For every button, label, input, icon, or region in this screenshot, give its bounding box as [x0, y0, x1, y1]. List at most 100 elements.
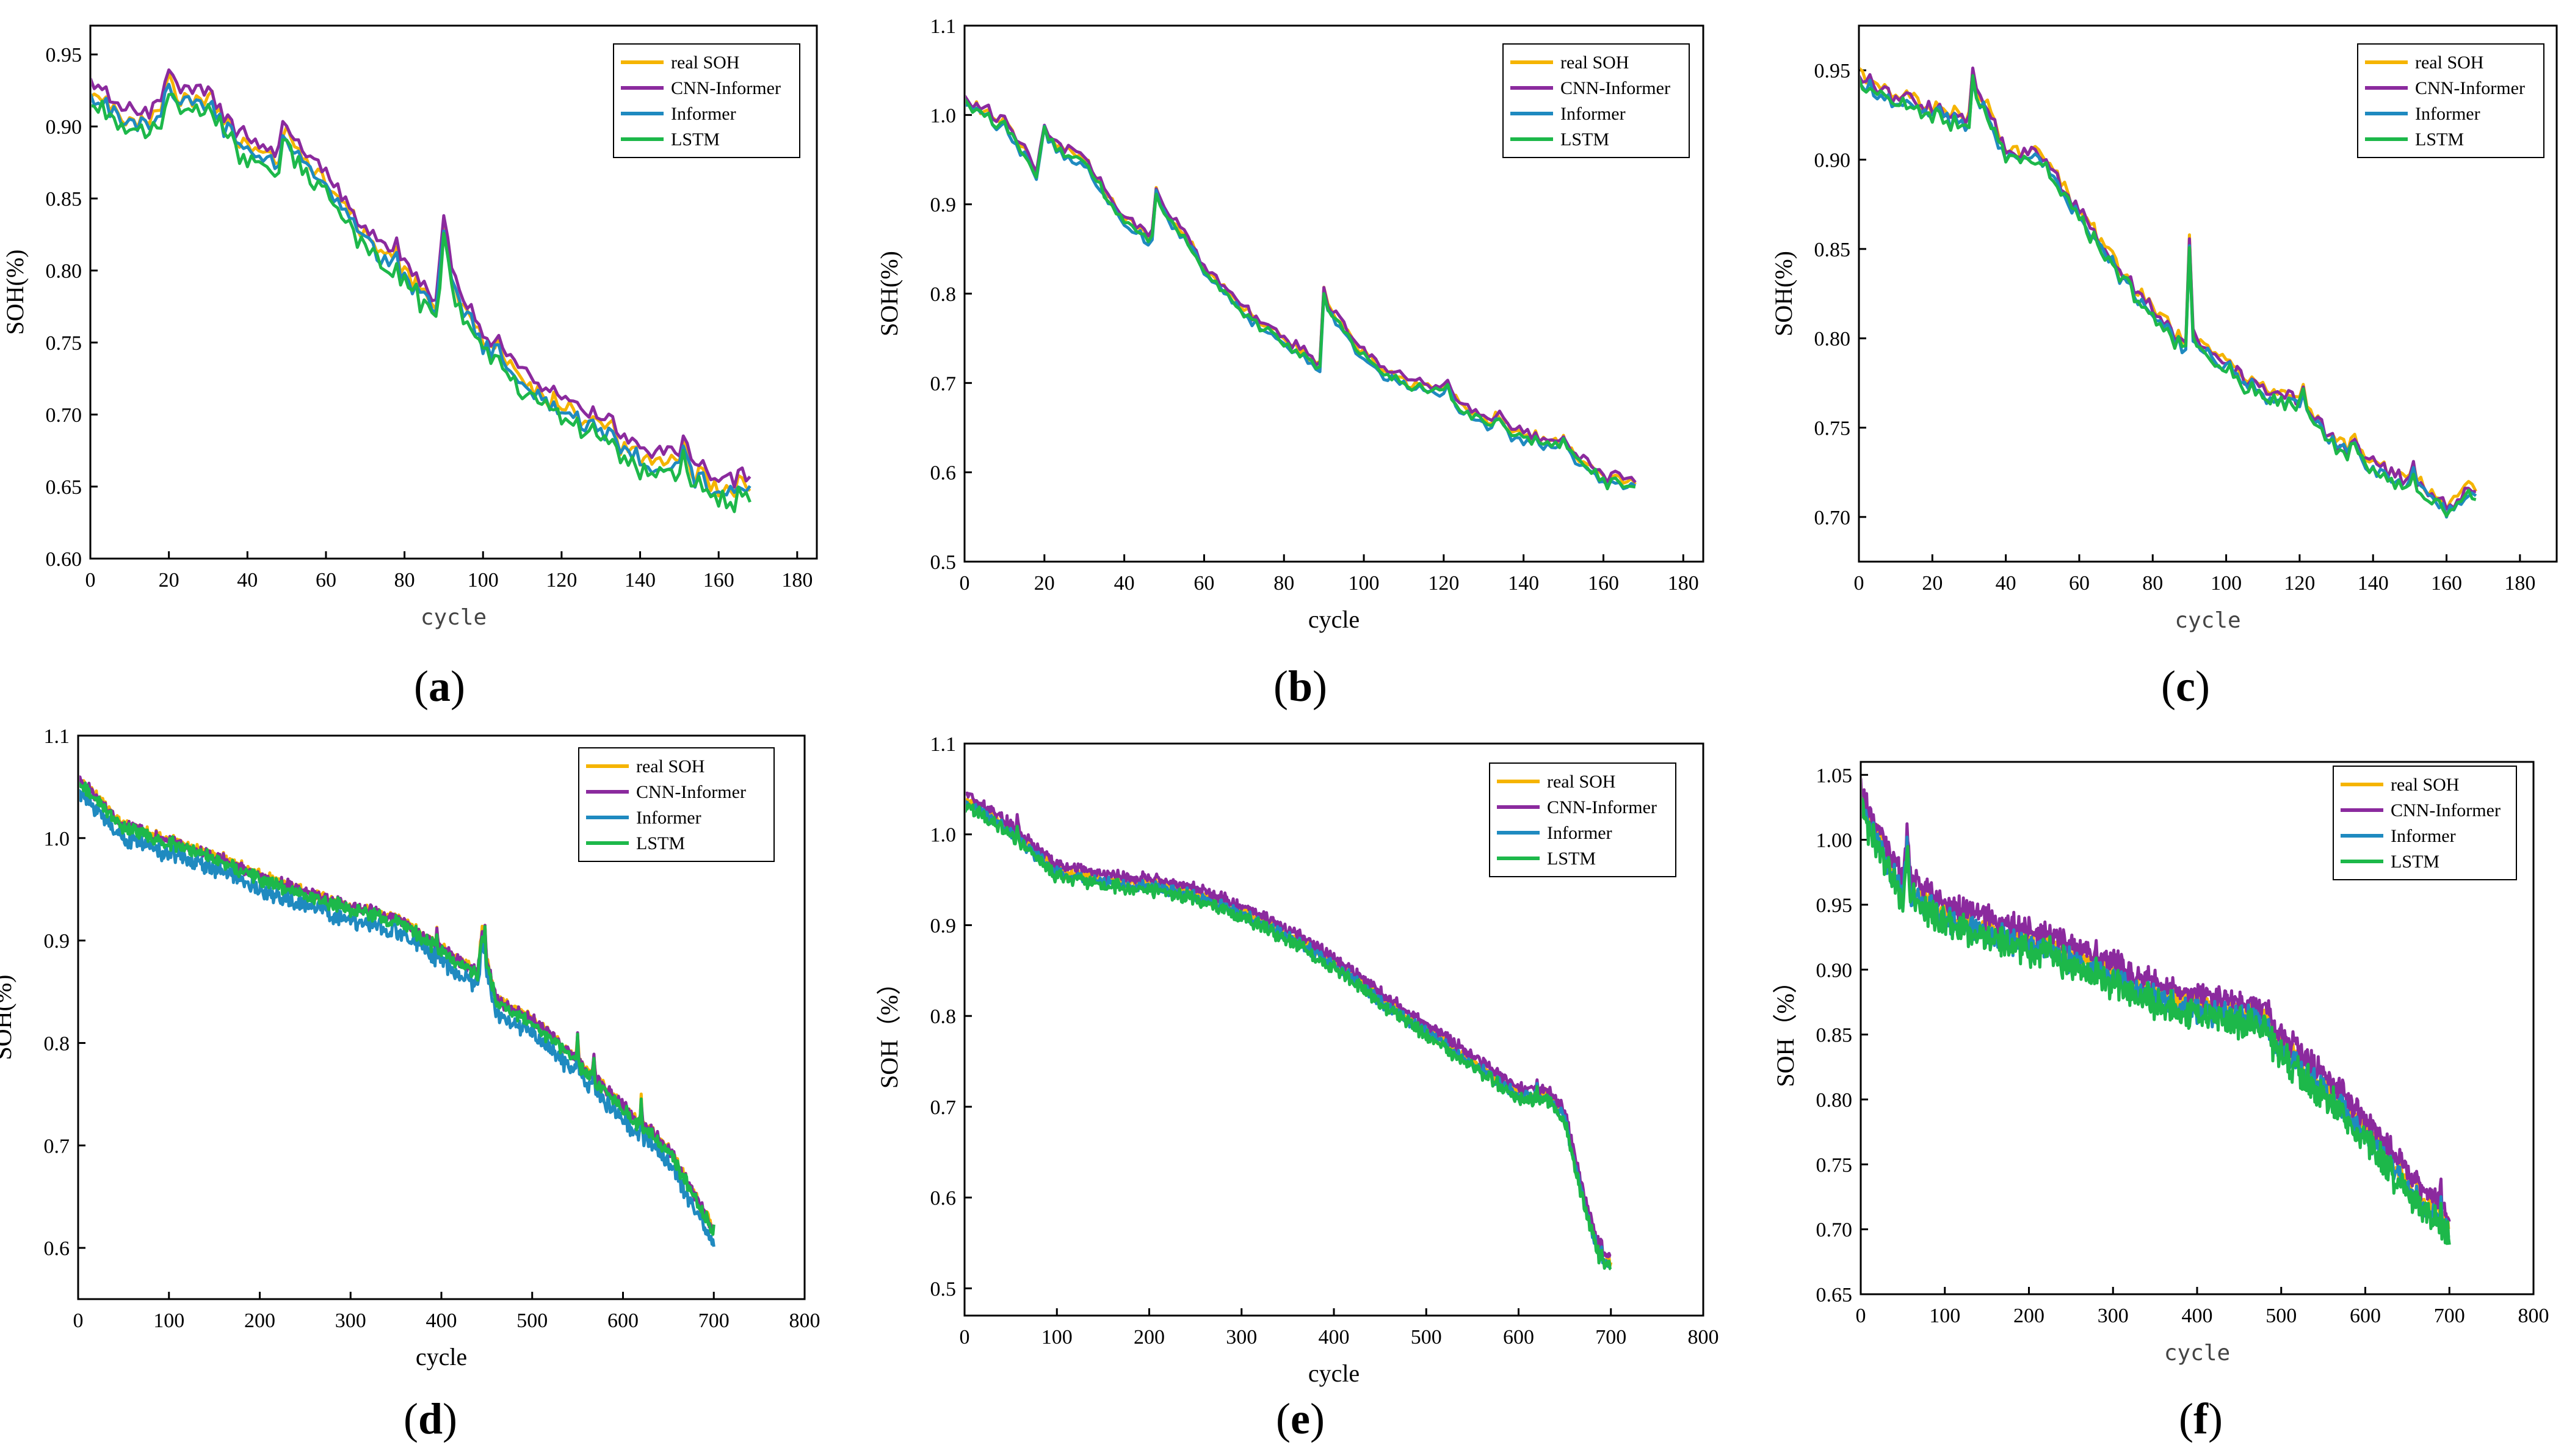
panel-paren-close: ): [1313, 662, 1327, 711]
x-tick-label: 160: [2431, 572, 2462, 595]
series-line-cnn-informer: [1860, 67, 2476, 510]
chart-d: 0 100 200 300 400 500 600 700 800 0.6 0.7 0.8 0.9 1.0…: [0, 725, 820, 1443]
x-tick-label: 180: [781, 569, 813, 592]
x-tick-label: 800: [1688, 1326, 1719, 1349]
legend-label: real SOH: [2391, 775, 2459, 795]
y-tick-label: 0.95: [46, 44, 82, 67]
x-tick-label: 300: [335, 1309, 366, 1332]
legend-label: LSTM: [1547, 849, 1596, 869]
panel-label: (c): [2161, 662, 2210, 711]
chart-a: 0 20 40 60 80 100 120 140 160 180 0.60 0.65 0.70 0.75…: [1, 24, 818, 711]
panel-label: (b): [1273, 662, 1327, 711]
series-line-lstm: [1860, 74, 2477, 518]
x-tick-label: 400: [426, 1309, 457, 1332]
series-line-lstm: [966, 803, 1612, 1271]
y-tick-label: 0.75: [46, 332, 82, 355]
y-tick-label: 0.7: [930, 1096, 957, 1119]
y-tick-label: 0.9: [44, 930, 70, 953]
legend-label: CNN-Informer: [1560, 78, 1670, 98]
x-tick-label: 0: [960, 1326, 970, 1349]
y-axis-label: SOH(%): [875, 251, 903, 336]
legend-label: CNN-Informer: [2391, 800, 2501, 820]
y-tick-label: 0.65: [1816, 1284, 1853, 1306]
x-tick-label: 100: [153, 1309, 184, 1332]
y-tick-label: 1.0: [930, 104, 957, 127]
y-tick-label: 0.8: [930, 283, 957, 306]
y-tick-label: 0.85: [46, 188, 82, 211]
x-axis-label: cycle: [1308, 606, 1360, 633]
series-line-lstm: [966, 98, 1636, 491]
x-tick-label: 800: [789, 1309, 820, 1332]
panel-letter: b: [1288, 662, 1313, 711]
x-tick-label: 40: [237, 569, 258, 592]
x-tick-label: 200: [1134, 1326, 1165, 1349]
panel-letter: f: [2193, 1394, 2209, 1443]
y-tick-label: 0.7: [44, 1135, 70, 1157]
y-axis-label: SOH(%): [0, 975, 16, 1060]
series-group: [1860, 67, 2477, 519]
x-tick-label: 20: [159, 569, 179, 592]
legend-label: real SOH: [671, 53, 739, 73]
x-tick-label: 60: [316, 569, 336, 592]
y-axis-label: SOH(%): [1, 250, 29, 335]
y-tick-label: 1.1: [930, 15, 957, 38]
y-tick-label: 1.1: [44, 725, 70, 748]
x-tick-label: 20: [1034, 572, 1055, 595]
y-tick-label: 0.60: [46, 548, 82, 571]
y-tick-label: 0.70: [1816, 1219, 1853, 1242]
x-tick-label: 500: [2265, 1305, 2297, 1327]
y-tick-label: 1.0: [930, 824, 957, 847]
panel-paren-open: (: [2161, 662, 2176, 711]
y-tick-label: 0.65: [46, 476, 82, 499]
x-tick-label: 100: [1041, 1326, 1073, 1349]
y-tick-label: 0.9: [930, 194, 957, 217]
plot-frame: [89, 24, 818, 560]
panel-paren-close: ): [2195, 662, 2210, 711]
y-tick-label: 0.80: [1814, 328, 1851, 350]
legend-label: real SOH: [2415, 53, 2483, 73]
x-tick-label: 60: [2069, 572, 2090, 595]
panel-label: (a): [414, 662, 465, 711]
series-line-cnn-informer: [966, 791, 1612, 1259]
series-line-lstm: [79, 781, 715, 1236]
panel-paren-open: (: [1273, 662, 1288, 711]
legend-label: Informer: [1560, 104, 1626, 124]
series-line-informer: [79, 789, 715, 1247]
panel-letter: c: [2176, 662, 2195, 711]
x-tick-label: 200: [2013, 1305, 2044, 1327]
x-axis-label: cycle: [2164, 1341, 2230, 1366]
series-group: [966, 95, 1637, 491]
x-tick-label: 500: [1411, 1326, 1442, 1349]
x-tick-label: 120: [2284, 572, 2315, 595]
y-tick-label: 0.8: [44, 1032, 70, 1055]
y-tick-label: 0.6: [930, 1187, 957, 1210]
panel-paren-open: (: [1276, 1394, 1291, 1443]
y-tick-label: 1.1: [930, 733, 957, 756]
y-tick-label: 0.95: [1816, 894, 1853, 917]
y-tick-label: 0.6: [44, 1237, 70, 1260]
legend-label: CNN-Informer: [671, 78, 781, 98]
x-axis-label: cycle: [1308, 1360, 1360, 1387]
x-tick-label: 400: [1319, 1326, 1350, 1349]
y-tick-label: 0.7: [930, 372, 957, 395]
x-tick-label: 700: [2434, 1305, 2465, 1327]
panel-paren-close: ): [451, 662, 465, 711]
x-tick-label: 300: [1226, 1326, 1257, 1349]
legend-label: LSTM: [2415, 129, 2464, 150]
x-tick-label: 100: [1349, 572, 1380, 595]
series-line-cnn-informer: [92, 68, 751, 489]
panel-letter: a: [429, 662, 451, 711]
x-tick-label: 20: [1922, 572, 1943, 595]
y-tick-label: 1.00: [1816, 830, 1853, 852]
x-tick-label: 600: [1503, 1326, 1534, 1349]
x-tick-label: 140: [1508, 572, 1539, 595]
x-tick-label: 200: [244, 1309, 275, 1332]
series-line-cnn-informer: [1862, 778, 2451, 1223]
plot-frame: [1858, 24, 2558, 563]
legend-label: LSTM: [1560, 129, 1609, 150]
x-tick-label: 300: [2098, 1305, 2129, 1327]
legend: real SOH CNN-Informer Informer LSTM: [578, 747, 775, 862]
panel-paren-close: ): [2208, 1394, 2223, 1443]
x-tick-label: 160: [703, 569, 734, 592]
